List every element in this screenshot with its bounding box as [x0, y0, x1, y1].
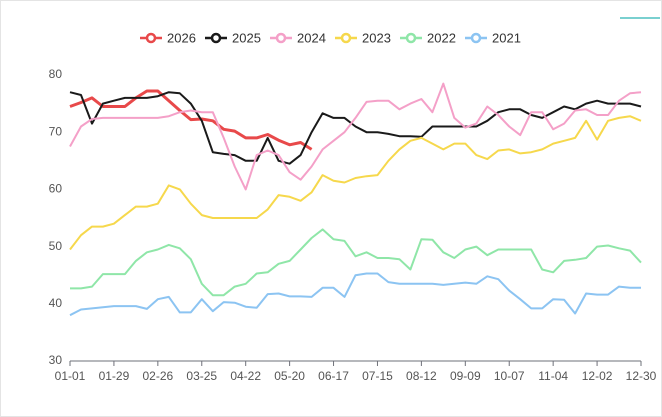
x-tick-label: 01-29 [99, 369, 130, 383]
series-line [69, 89, 313, 151]
legend: 2026 2025 2024 2023 2022 2021 [140, 30, 521, 45]
x-tick-label: 06-17 [318, 369, 349, 383]
series-line [70, 228, 642, 297]
legend-item[interactable]: 2026 [140, 30, 196, 45]
x-tick-label: 12-30 [626, 369, 657, 383]
y-tick-label: 80 [49, 67, 63, 81]
legend-item[interactable]: 2021 [465, 30, 521, 45]
legend-item[interactable]: 2022 [400, 30, 456, 45]
x-tick-label: 12-02 [582, 369, 613, 383]
x-tick-label: 03-25 [186, 369, 217, 383]
legend-marker [470, 32, 482, 44]
x-tick-label: 10-07 [494, 369, 525, 383]
legend-label: 2022 [427, 30, 456, 45]
y-tick-label: 60 [49, 182, 63, 196]
series-line [69, 82, 642, 191]
legend-item[interactable]: 2023 [335, 30, 391, 45]
x-tick-label: 09-09 [450, 369, 481, 383]
legend-label: 2021 [492, 30, 521, 45]
x-tick-label: 07-15 [362, 369, 393, 383]
legend-label: 2026 [167, 30, 196, 45]
y-tick-label: 30 [49, 353, 63, 367]
series-line [69, 91, 642, 165]
x-tick-label: 01-01 [55, 369, 86, 383]
legend-item[interactable]: 2025 [205, 30, 261, 45]
legend-label: 2023 [362, 30, 391, 45]
legend-marker [340, 32, 352, 44]
legend-label: 2024 [297, 30, 326, 45]
y-tick-label: 40 [49, 296, 63, 310]
y-tick-label: 70 [49, 124, 63, 138]
legend-marker [275, 32, 287, 44]
x-tick-label: 05-20 [274, 369, 305, 383]
legend-label: 2025 [232, 30, 261, 45]
series-line [69, 115, 642, 251]
legend-marker [210, 32, 222, 44]
x-tick-label: 08-12 [406, 369, 437, 383]
x-tick-label: 02-26 [142, 369, 173, 383]
legend-marker [145, 32, 157, 44]
series-line [69, 272, 641, 317]
x-tick-label: 11-04 [538, 369, 568, 383]
legend-item[interactable]: 2024 [270, 30, 326, 45]
y-tick-label: 50 [49, 239, 63, 253]
legend-marker [405, 32, 417, 44]
x-tick-label: 04-22 [230, 369, 261, 383]
